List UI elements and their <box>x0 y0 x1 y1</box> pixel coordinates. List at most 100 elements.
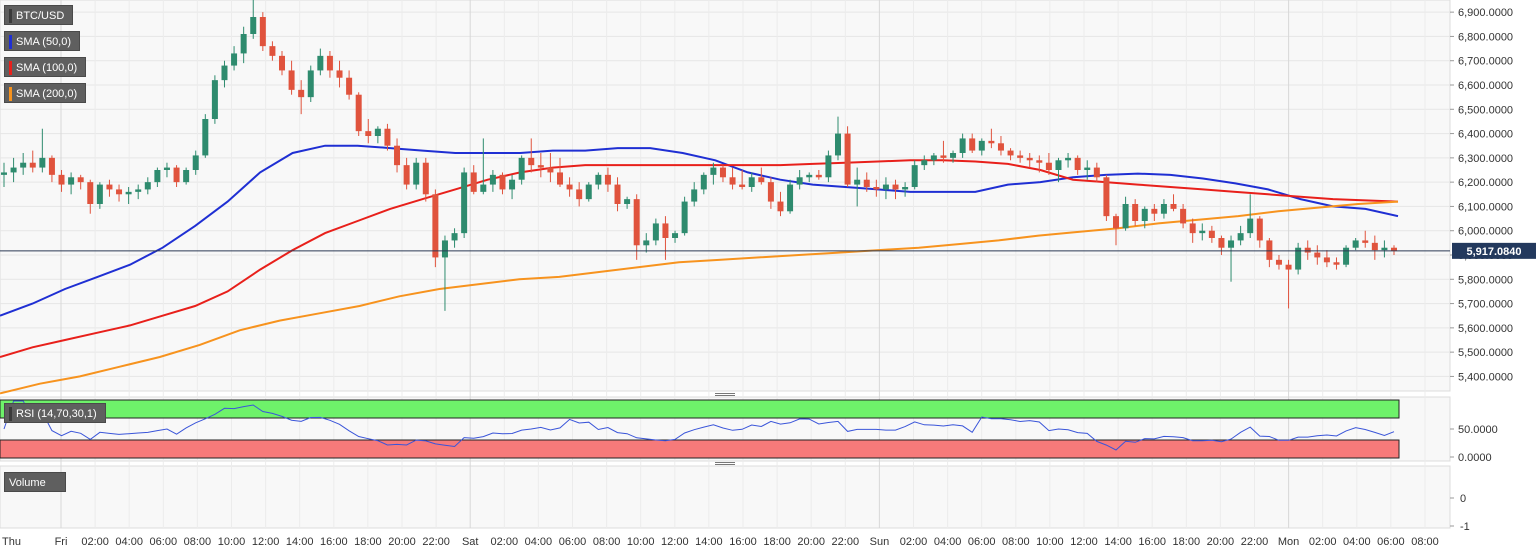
symbol-text: BTC/USD <box>16 10 65 22</box>
candle-down <box>346 77 353 95</box>
candle-down <box>1151 208 1158 214</box>
sma200-legend-text: SMA (200,0) <box>16 88 78 100</box>
time-tick-label: 22:00 <box>832 536 860 548</box>
candle-up <box>509 179 516 190</box>
price-tick-label: 5,400.0000 <box>1458 371 1513 383</box>
candle-down <box>739 184 746 187</box>
candle-up <box>221 65 228 81</box>
price-panel[interactable] <box>0 0 1451 392</box>
candle-down <box>288 70 295 90</box>
price-tick-label: 6,700.0000 <box>1458 56 1513 68</box>
panel-resize-handle-rsi[interactable] <box>715 461 735 467</box>
time-tick-label: 12:00 <box>252 536 280 548</box>
rsi-tick-label: 50.0000 <box>1458 424 1498 436</box>
candle-down <box>758 177 765 183</box>
price-tick-label: 6,100.0000 <box>1458 201 1513 213</box>
candle-down <box>394 145 401 166</box>
candle-down <box>116 189 123 195</box>
candle-down <box>1362 240 1369 243</box>
candle-down <box>614 184 621 204</box>
rsi-swatch <box>9 407 12 422</box>
price-tick-label: 5,800.0000 <box>1458 274 1513 286</box>
candle-down <box>1314 252 1321 258</box>
candle-down <box>269 46 276 56</box>
candle-up <box>796 177 803 185</box>
price-tick-label: 6,300.0000 <box>1458 153 1513 165</box>
candle-down <box>298 89 305 98</box>
candle-up <box>643 240 650 246</box>
time-tick-label: 10:00 <box>627 536 655 548</box>
candle-up <box>950 153 957 158</box>
candle-down <box>528 157 535 166</box>
candle-up <box>163 167 170 170</box>
candle-down <box>1007 150 1014 156</box>
candle-up <box>1237 233 1244 241</box>
candle-down <box>1266 240 1273 260</box>
candle-down <box>1323 257 1330 263</box>
candle-down <box>1026 157 1033 161</box>
sma100-legend[interactable]: SMA (100,0) <box>4 57 87 77</box>
time-tick-label: 08:00 <box>593 536 621 548</box>
candle-up <box>1122 204 1129 229</box>
candle-up <box>1352 240 1359 248</box>
rsi-series <box>3 400 1395 451</box>
sma50-legend-text: SMA (50,0) <box>16 36 72 48</box>
sma50-legend[interactable]: SMA (50,0) <box>4 31 81 51</box>
time-tick-label: 04:00 <box>934 536 962 548</box>
time-tick-label: 02:00 <box>81 536 109 548</box>
candle-up <box>374 128 381 136</box>
candle-down <box>844 133 851 185</box>
sma100-line <box>0 159 1399 358</box>
oversold-zone <box>0 439 1400 459</box>
candle-down <box>537 165 544 168</box>
volume-panel[interactable] <box>0 465 1451 529</box>
candle-up <box>39 157 46 168</box>
candle-up <box>202 119 209 156</box>
candle-down <box>1208 230 1215 238</box>
candle-down <box>1045 162 1052 170</box>
candle-up <box>921 160 928 166</box>
candle-up <box>135 189 142 192</box>
candle-down <box>77 177 84 183</box>
candle-up <box>489 174 496 185</box>
volume-legend-text: Volume <box>9 477 46 489</box>
candle-up <box>854 179 861 185</box>
time-tick-label: 14:00 <box>286 536 314 548</box>
symbol-label[interactable]: BTC/USD <box>4 5 74 25</box>
time-tick-label: 14:00 <box>1104 536 1132 548</box>
candle-up <box>10 167 17 173</box>
candle-up <box>710 167 717 175</box>
candle-down <box>1017 155 1024 158</box>
time-tick-label: 18:00 <box>1173 536 1201 548</box>
candlesticks <box>1 0 1397 311</box>
time-tick-label: 22:00 <box>1241 536 1269 548</box>
rsi-legend-text: RSI (14,70,30,1) <box>16 408 97 420</box>
volume-legend[interactable]: Volume <box>4 472 66 492</box>
candle-down <box>1333 262 1340 265</box>
candle-up <box>480 184 487 192</box>
candle-down <box>1113 216 1119 229</box>
sma200-legend[interactable]: SMA (200,0) <box>4 83 87 103</box>
time-tick-label: Sat <box>462 536 479 548</box>
candle-up <box>882 184 889 190</box>
candle-down <box>279 55 285 71</box>
candle-down <box>1391 247 1397 251</box>
candle-up <box>930 155 937 161</box>
rsi-zones <box>0 399 1400 459</box>
panel-resize-handle-price[interactable] <box>715 392 735 398</box>
candle-up <box>68 177 75 185</box>
candle-down <box>1371 242 1378 251</box>
candle-up <box>20 162 27 168</box>
candle-down <box>384 128 391 146</box>
candle-down <box>1093 167 1100 178</box>
rsi-legend[interactable]: RSI (14,70,30,1) <box>4 403 106 423</box>
time-axis: Thu Fri 02:00 04:00 06:00 08:00 10:00 12:00 14:0… <box>2 536 1439 548</box>
price-tick-label: 6,600.0000 <box>1458 80 1513 92</box>
time-tick-label: 10:00 <box>1036 536 1064 548</box>
sma-lines <box>0 144 1399 395</box>
candle-down <box>259 17 266 47</box>
candle-down <box>499 174 506 190</box>
time-tick-label: 08:00 <box>184 536 212 548</box>
candle-up <box>748 177 755 187</box>
